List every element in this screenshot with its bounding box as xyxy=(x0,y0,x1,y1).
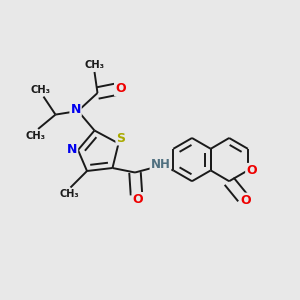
Text: CH₃: CH₃ xyxy=(59,189,79,199)
Text: O: O xyxy=(115,82,126,95)
Text: CH₃: CH₃ xyxy=(26,130,46,141)
Text: NH: NH xyxy=(151,158,170,171)
Text: N: N xyxy=(70,103,81,116)
Text: S: S xyxy=(116,131,125,145)
Text: O: O xyxy=(133,193,143,206)
Text: N: N xyxy=(67,143,77,156)
Text: CH₃: CH₃ xyxy=(31,85,50,95)
Text: CH₃: CH₃ xyxy=(85,59,104,70)
Text: O: O xyxy=(246,164,257,177)
Text: O: O xyxy=(240,194,251,207)
